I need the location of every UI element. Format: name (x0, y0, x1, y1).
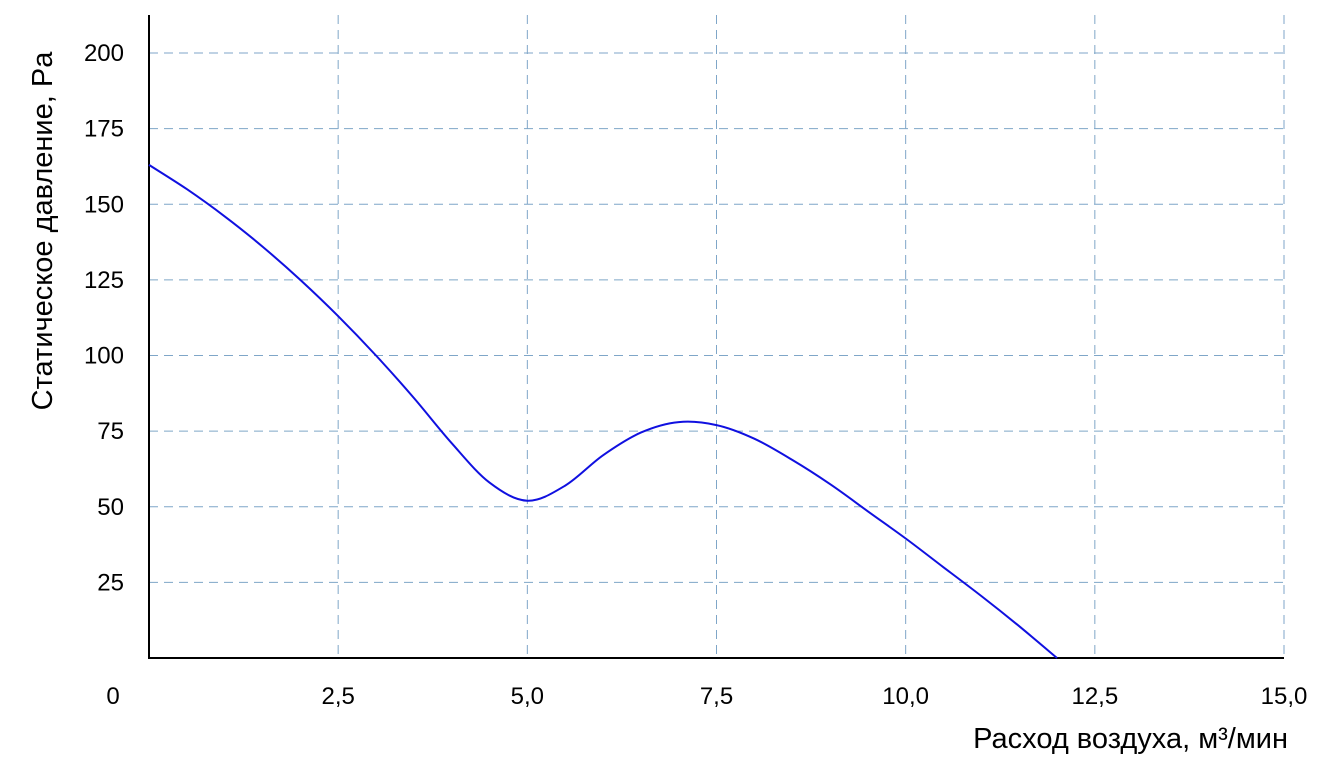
series (148, 164, 1058, 659)
x-tick-label: 5,0 (511, 683, 544, 710)
x-tick-label: 12,5 (1071, 683, 1118, 710)
series-line (148, 164, 1058, 659)
axes (148, 15, 1284, 659)
x-tick-label: 10,0 (882, 683, 929, 710)
x-axis-title: Расход воздуха, м³/мин (973, 723, 1288, 755)
y-tick-label: 175 (84, 116, 124, 143)
y-tick-label: 125 (84, 267, 124, 294)
x-tick-label: 15,0 (1261, 683, 1308, 710)
y-tick-label: 75 (97, 418, 124, 445)
x-tick-label: 7,5 (700, 683, 733, 710)
x-tick-label: 0 (106, 683, 119, 710)
grid (149, 15, 1285, 658)
y-tick-label: 150 (84, 191, 124, 218)
y-tick-label: 25 (97, 569, 124, 596)
y-axis-title: Статическое давление, Pa (27, 51, 59, 411)
y-tick-label: 50 (97, 494, 124, 521)
y-tick-label: 200 (84, 40, 124, 67)
y-tick-label: 100 (84, 343, 124, 370)
tick-labels: 0 2,5 5,0 7,5 10,0 12,5 15,0 25 50 75 100 125 150 175… (84, 40, 1307, 710)
x-tick-label: 2,5 (321, 683, 354, 710)
